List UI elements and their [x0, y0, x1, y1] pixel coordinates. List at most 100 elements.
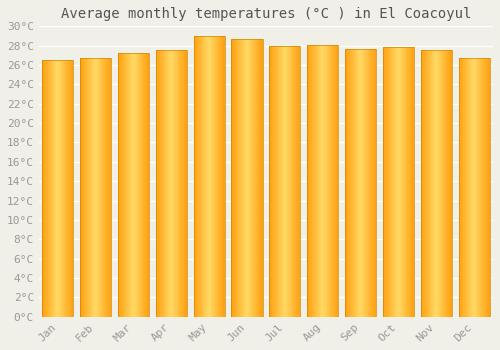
Bar — [296, 46, 298, 317]
Bar — [390, 47, 392, 317]
Bar — [221, 36, 222, 317]
Bar — [326, 45, 328, 317]
Bar — [136, 54, 138, 317]
Bar — [403, 47, 404, 317]
Bar — [208, 36, 209, 317]
Bar — [325, 45, 326, 317]
Bar — [50, 60, 51, 317]
Bar — [168, 49, 169, 317]
Bar — [105, 58, 106, 317]
Bar — [218, 36, 219, 317]
Bar — [121, 54, 122, 317]
Bar — [352, 49, 353, 317]
Bar — [261, 39, 262, 317]
Bar — [368, 49, 369, 317]
Bar — [349, 49, 350, 317]
Bar — [125, 54, 126, 317]
Bar — [450, 50, 451, 317]
Bar — [60, 60, 61, 317]
Bar — [355, 49, 356, 317]
Bar — [442, 50, 444, 317]
Bar — [234, 39, 236, 317]
Bar — [276, 46, 277, 317]
Bar — [247, 39, 248, 317]
Bar — [257, 39, 258, 317]
Bar — [209, 36, 210, 317]
Bar — [292, 46, 294, 317]
Bar — [365, 49, 366, 317]
Bar — [43, 60, 44, 317]
Bar — [255, 39, 256, 317]
Bar — [298, 46, 299, 317]
Bar — [402, 47, 403, 317]
Bar — [243, 39, 244, 317]
Bar — [82, 58, 83, 317]
Bar — [356, 49, 358, 317]
Bar — [488, 58, 489, 317]
Bar — [431, 50, 432, 317]
Bar — [332, 45, 333, 317]
Bar — [92, 58, 94, 317]
Bar — [345, 49, 376, 317]
Bar — [476, 58, 477, 317]
Bar — [434, 50, 436, 317]
Bar — [166, 49, 168, 317]
Bar — [179, 49, 180, 317]
Bar — [479, 58, 480, 317]
Bar — [63, 60, 64, 317]
Bar — [156, 49, 187, 317]
Bar — [318, 45, 319, 317]
Bar — [124, 54, 125, 317]
Bar — [131, 54, 132, 317]
Bar — [374, 49, 376, 317]
Bar — [142, 54, 143, 317]
Bar — [102, 58, 104, 317]
Bar — [91, 58, 92, 317]
Bar — [411, 47, 412, 317]
Title: Average monthly temperatures (°C ) in El Coacoyul: Average monthly temperatures (°C ) in El… — [60, 7, 471, 21]
Bar — [160, 49, 161, 317]
Bar — [118, 54, 120, 317]
Bar — [345, 49, 346, 317]
Bar — [398, 47, 399, 317]
Bar — [146, 54, 148, 317]
Bar — [333, 45, 334, 317]
Bar — [145, 54, 146, 317]
Bar — [438, 50, 440, 317]
Bar — [437, 50, 438, 317]
Bar — [389, 47, 390, 317]
Bar — [462, 58, 464, 317]
Bar — [472, 58, 474, 317]
Bar — [135, 54, 136, 317]
Bar — [129, 54, 130, 317]
Bar — [106, 58, 107, 317]
Bar — [396, 47, 397, 317]
Bar — [180, 49, 182, 317]
Bar — [194, 36, 195, 317]
Bar — [444, 50, 445, 317]
Bar — [331, 45, 332, 317]
Bar — [233, 39, 234, 317]
Bar — [421, 50, 422, 317]
Bar — [407, 47, 408, 317]
Bar — [173, 49, 174, 317]
Bar — [424, 50, 426, 317]
Bar — [244, 39, 246, 317]
Bar — [122, 54, 124, 317]
Bar — [162, 49, 163, 317]
Bar — [383, 47, 414, 317]
Bar — [72, 60, 74, 317]
Bar — [383, 47, 384, 317]
Bar — [346, 49, 348, 317]
Bar — [481, 58, 482, 317]
Bar — [404, 47, 406, 317]
Bar — [353, 49, 354, 317]
Bar — [406, 47, 407, 317]
Bar — [141, 54, 142, 317]
Bar — [320, 45, 321, 317]
Bar — [232, 39, 262, 317]
Bar — [410, 47, 411, 317]
Bar — [158, 49, 159, 317]
Bar — [47, 60, 48, 317]
Bar — [176, 49, 178, 317]
